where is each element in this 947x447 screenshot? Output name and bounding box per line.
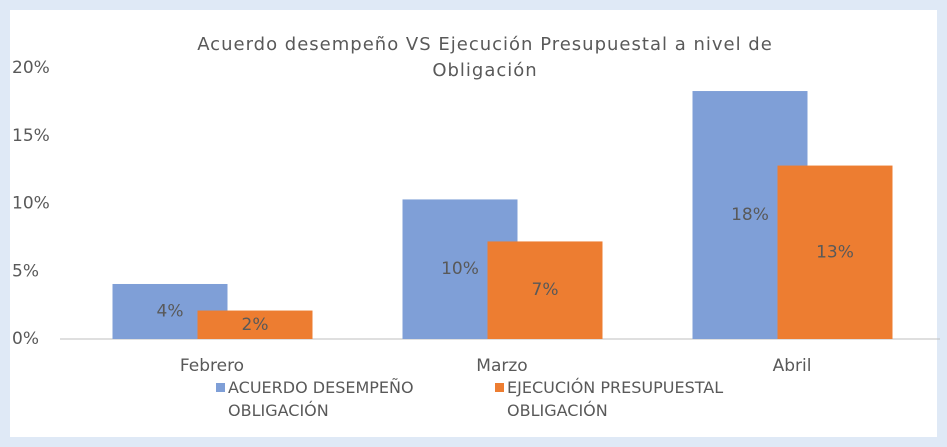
data-label: 2% <box>242 315 269 335</box>
data-label: 4% <box>157 301 184 321</box>
y-tick-label: 15% <box>12 126 50 146</box>
y-tick-label: 10% <box>12 194 50 214</box>
x-tick-label: Abril <box>773 356 812 376</box>
data-label: 7% <box>532 280 559 300</box>
legend-swatch <box>495 383 504 392</box>
legend-label: EJECUCIÓN PRESUPUESTAL OBLIGACIÓN <box>507 378 724 420</box>
y-tick-label: 5% <box>12 261 39 281</box>
legend-item: ACUERDO DESEMPEÑO OBLIGACIÓN <box>216 376 428 422</box>
legend-item: EJECUCIÓN PRESUPUESTAL OBLIGACIÓN <box>495 376 757 422</box>
x-tick-label: Marzo <box>476 356 527 376</box>
legend-swatch <box>216 383 225 392</box>
bar <box>487 241 603 339</box>
data-label: 13% <box>816 242 854 262</box>
y-tick-label: 0% <box>12 329 39 349</box>
y-tick-label: 20% <box>12 58 50 78</box>
legend-label: ACUERDO DESEMPEÑO OBLIGACIÓN <box>228 378 414 420</box>
bar <box>197 310 313 339</box>
data-label: 10% <box>441 259 479 279</box>
chart-title: Acuerdo desempeño VS Ejecución Presupues… <box>197 34 773 81</box>
data-label: 18% <box>731 205 769 225</box>
x-tick-label: Febrero <box>180 356 244 376</box>
bar <box>777 165 893 339</box>
